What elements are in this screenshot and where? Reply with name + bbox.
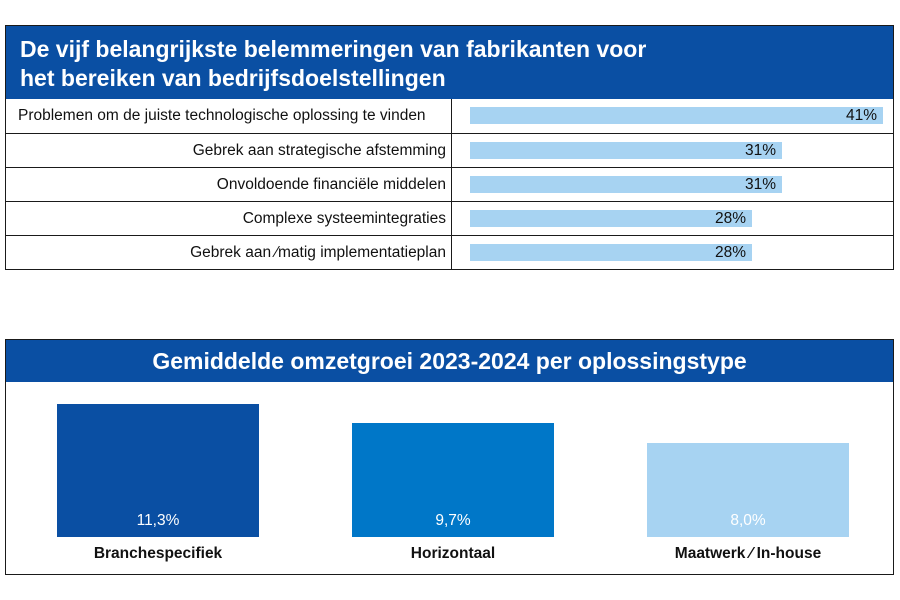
obstacle-bar	[470, 176, 782, 193]
obstacles-chart-title-line-1: De vijf belangrijkste belemmeringen van …	[20, 36, 647, 62]
obstacle-label: Complexe systeemintegraties	[242, 210, 446, 227]
row-divider	[451, 168, 452, 201]
obstacle-bar	[470, 210, 752, 227]
obstacle-row: Gebrek aan strategische afstemming 31%	[6, 133, 893, 167]
growth-value-label: 8,0%	[730, 512, 766, 529]
growth-category-label: Branchespecifiek	[93, 545, 223, 562]
obstacle-bar	[470, 142, 782, 159]
obstacle-value-label: 31%	[744, 142, 776, 159]
obstacle-row: Complexe systeemintegraties 28%	[6, 201, 893, 235]
row-divider	[451, 99, 452, 133]
obstacle-row: Gebrek aan ⁄matig implementatieplan 28%	[6, 235, 893, 269]
growth-bar	[352, 423, 554, 537]
obstacle-row: Problemen om de juiste technologische op…	[6, 99, 893, 133]
row-divider	[451, 202, 452, 235]
growth-chart-plot: 11,3% Branchespecifiek 9,7% Horizontaal 8,0%…	[6, 382, 893, 574]
obstacle-row: Onvoldoende financiële middelen 31%	[6, 167, 893, 201]
obstacle-label: Problemen om de juiste technologische op…	[18, 107, 426, 124]
growth-value-label: 9,7%	[435, 512, 471, 529]
growth-category-label: Horizontaal	[410, 545, 496, 562]
obstacle-label: Gebrek aan strategische afstemming	[192, 142, 446, 159]
obstacle-value-label: 28%	[714, 244, 746, 261]
obstacle-label: Onvoldoende financiële middelen	[216, 176, 446, 193]
row-divider	[451, 134, 452, 167]
obstacles-chart-panel: De vijf belangrijkste belemmeringen van …	[5, 25, 894, 270]
growth-value-label: 11,3%	[136, 512, 180, 529]
obstacle-label: Gebrek aan ⁄matig implementatieplan	[190, 244, 446, 261]
obstacle-value-label: 31%	[744, 176, 776, 193]
obstacles-chart-title-line-2: het bereiken van bedrijfsdoelstellingen	[20, 65, 446, 91]
growth-bar	[647, 443, 849, 537]
obstacles-chart-rows: Problemen om de juiste technologische op…	[6, 99, 893, 269]
obstacle-bar	[470, 244, 752, 261]
obstacle-bar	[470, 107, 883, 124]
growth-chart-panel: Gemiddelde omzetgroei 2023-2024 per oplo…	[5, 339, 894, 575]
obstacle-value-label: 28%	[714, 210, 746, 227]
growth-category-label: Maatwerk ⁄ In-house	[674, 545, 822, 562]
growth-chart-title: Gemiddelde omzetgroei 2023-2024 per oplo…	[6, 340, 893, 382]
obstacle-value-label: 41%	[845, 107, 877, 124]
row-divider	[451, 236, 452, 269]
growth-bar	[57, 404, 259, 537]
obstacles-chart-title: De vijf belangrijkste belemmeringen van …	[6, 26, 893, 99]
